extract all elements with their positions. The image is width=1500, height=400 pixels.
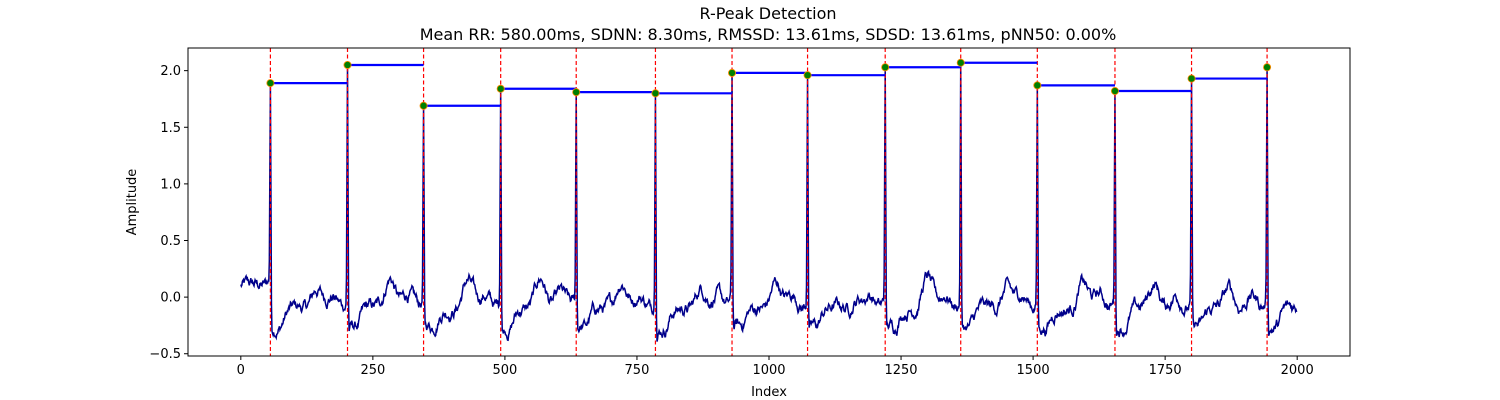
r-peak-point [881,63,890,72]
r-peak-point [1263,63,1272,72]
r-peak-point [803,71,812,80]
y-tick-label: −0.5 [149,347,181,362]
r-peak-point [343,60,352,69]
x-tick-label: 0 [237,363,245,378]
r-peak-point [651,89,660,98]
x-axis-label: Index [751,385,787,400]
r-peak-point [1187,74,1196,83]
y-tick-label: 1.0 [160,177,181,192]
x-tick-label: 2000 [1281,363,1314,378]
x-tick-label: 1750 [1149,363,1182,378]
r-peak-point [572,88,581,97]
x-tick-label: 500 [492,363,517,378]
r-peak-point [728,68,737,77]
y-axis-label: Amplitude [125,169,140,236]
r-peak-point [1110,87,1119,96]
x-tick-label: 1500 [1017,363,1050,378]
r-peak-point [1033,81,1042,90]
x-tick-label: 1250 [884,363,917,378]
y-tick-label: 2.0 [160,64,181,79]
r-peak-point [956,58,965,67]
x-tick-label: 750 [625,363,650,378]
axis-ticks: 0 250 500 750 1000 1250 1500 1750 2000 −0.5 0.0 0.5… [149,64,1313,378]
plot-area [240,48,1298,356]
chart-subtitle: Mean RR: 580.00ms, SDNN: 8.30ms, RMSSD: … [420,25,1117,44]
x-tick-label: 250 [360,363,385,378]
ecg-signal-line [240,62,1298,342]
y-tick-label: 1.5 [160,121,181,136]
y-tick-label: 0.5 [160,234,181,249]
r-peak-point [496,84,505,93]
r-peak-point [266,79,275,88]
y-tick-label: 0.0 [160,291,181,306]
chart-title: R-Peak Detection [699,4,836,23]
r-peak-point [419,101,428,110]
x-tick-label: 1000 [752,363,785,378]
